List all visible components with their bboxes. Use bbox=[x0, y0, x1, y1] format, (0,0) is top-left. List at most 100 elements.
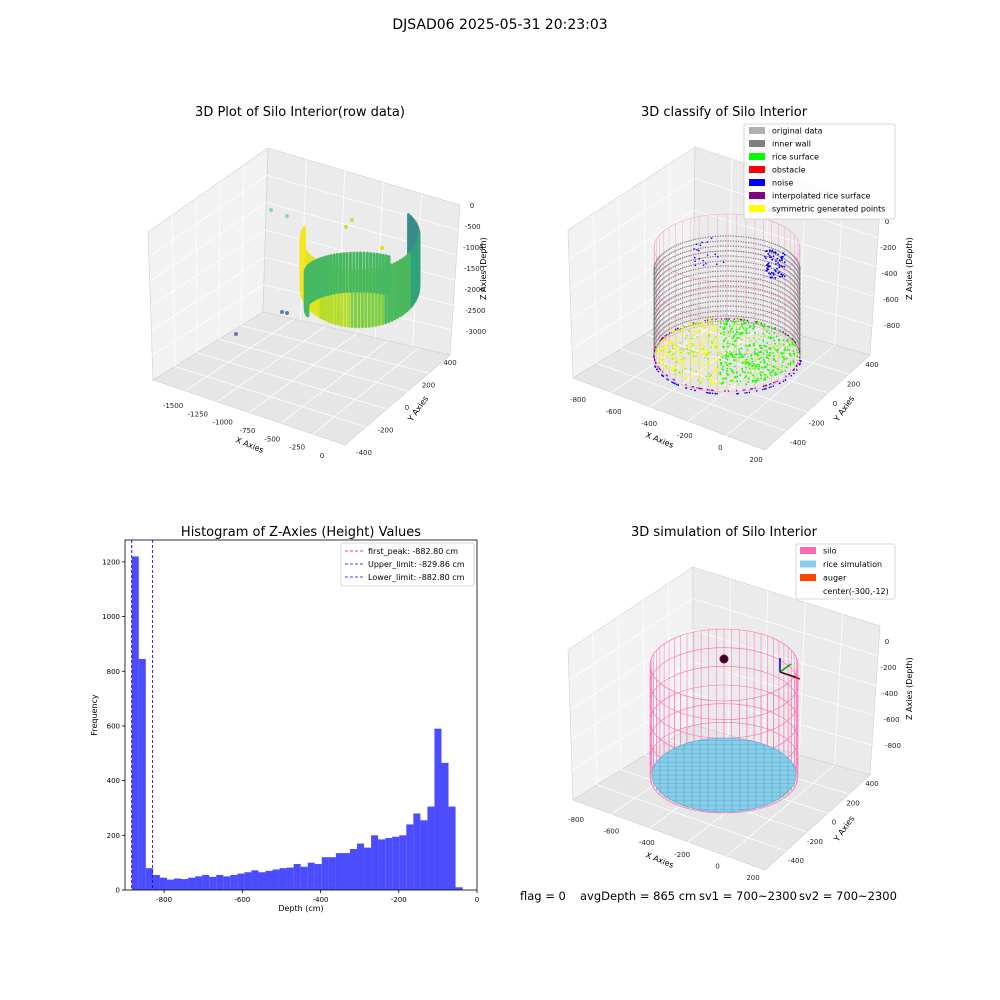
rice-surface-point bbox=[692, 363, 694, 366]
inner-wall-point bbox=[781, 287, 784, 289]
inner-wall-point bbox=[654, 318, 656, 320]
inner-wall-point bbox=[681, 252, 684, 254]
raw-x-tick-label: 0 bbox=[320, 452, 324, 460]
inner-wall-point bbox=[707, 286, 709, 288]
inner-wall-point bbox=[653, 345, 656, 348]
inner-wall-point bbox=[658, 326, 661, 328]
inner-wall-point bbox=[704, 301, 707, 304]
inner-wall-point bbox=[688, 260, 690, 262]
inner-wall-point bbox=[778, 255, 780, 257]
inner-wall-point bbox=[654, 322, 657, 324]
inner-wall-point bbox=[674, 305, 676, 307]
rice-surface-point bbox=[747, 345, 750, 347]
inner-wall-point bbox=[672, 276, 674, 278]
inner-wall-point bbox=[669, 248, 671, 250]
panel-raw-title: 3D Plot of Silo Interior(row data) bbox=[195, 105, 405, 120]
rice-surface-point bbox=[731, 320, 734, 323]
rice-surface-point bbox=[704, 357, 706, 359]
interpolated-rice-point bbox=[751, 388, 754, 390]
inner-wall-point bbox=[759, 249, 762, 251]
rice-surface-point bbox=[700, 379, 702, 382]
rice-surface-point bbox=[747, 356, 750, 359]
inner-wall-point bbox=[670, 297, 673, 299]
inner-wall-point bbox=[654, 263, 656, 265]
inner-wall-point bbox=[690, 274, 692, 277]
inner-wall-point bbox=[684, 256, 686, 258]
inner-wall-point bbox=[669, 318, 671, 320]
inner-wall-point bbox=[674, 275, 676, 277]
rice-surface-point bbox=[689, 326, 692, 328]
inner-wall-point bbox=[766, 245, 768, 248]
raw-outlier-point bbox=[269, 208, 273, 212]
rice-surface-point bbox=[789, 364, 792, 366]
inner-wall-point bbox=[793, 266, 796, 268]
inner-wall-point bbox=[798, 295, 801, 298]
gridline bbox=[726, 344, 835, 436]
rice-surface-point bbox=[694, 344, 697, 346]
rice-surface-point bbox=[751, 358, 753, 360]
inner-wall-point bbox=[755, 278, 757, 280]
inner-wall-point bbox=[774, 278, 776, 281]
rice-surface-point bbox=[768, 360, 771, 363]
rice-surface-point bbox=[779, 347, 781, 349]
inner-wall-point bbox=[799, 288, 801, 290]
inner-wall-point bbox=[764, 245, 766, 247]
rice-surface-point bbox=[761, 347, 763, 350]
rice-surface-point bbox=[767, 336, 770, 339]
inner-wall-point bbox=[669, 253, 671, 255]
classify-legend-label: rice surface bbox=[772, 153, 819, 162]
inner-wall-point bbox=[786, 290, 788, 292]
inner-wall-point bbox=[686, 265, 688, 268]
inner-wall-point bbox=[794, 292, 797, 294]
noise-point bbox=[767, 268, 770, 271]
noise-point bbox=[764, 255, 766, 258]
rice-surface-point bbox=[716, 365, 719, 368]
inner-wall-point bbox=[669, 273, 671, 275]
rice-surface-point bbox=[682, 365, 685, 367]
inner-wall-point bbox=[727, 300, 729, 302]
rice-surface-point bbox=[687, 361, 690, 364]
noise-point bbox=[671, 381, 673, 383]
inner-wall-point bbox=[681, 267, 684, 269]
histogram-x-tick-label: 0 bbox=[475, 896, 479, 904]
rice-surface-point bbox=[729, 332, 731, 335]
inner-wall-point bbox=[722, 250, 724, 252]
simulation-legend-label: rice simulation bbox=[823, 560, 882, 569]
rice-surface-point bbox=[739, 374, 741, 377]
rice-surface-point bbox=[773, 347, 775, 349]
rice-surface-point bbox=[707, 347, 710, 350]
inner-wall-point bbox=[790, 308, 792, 310]
rice-surface-point bbox=[695, 355, 697, 358]
rice-surface-point bbox=[745, 331, 747, 334]
inner-wall-point bbox=[653, 303, 655, 305]
inner-wall-point bbox=[679, 258, 682, 260]
noise-point bbox=[772, 272, 775, 274]
inner-wall-point bbox=[653, 344, 655, 346]
inner-wall-point bbox=[688, 315, 690, 317]
inner-wall-point bbox=[695, 303, 697, 305]
inner-wall-point bbox=[654, 338, 656, 340]
rice-surface-point bbox=[710, 346, 712, 349]
rice-surface-point bbox=[752, 327, 754, 330]
rice-surface-point bbox=[679, 367, 681, 370]
inner-wall-point bbox=[702, 297, 704, 299]
inner-wall-point bbox=[776, 294, 778, 296]
inner-wall-point bbox=[662, 328, 664, 330]
rice-surface-point bbox=[787, 363, 790, 366]
rice-surface-point bbox=[762, 325, 765, 328]
rice-surface-point bbox=[699, 348, 701, 350]
inner-wall-point bbox=[653, 298, 655, 300]
inner-wall-point bbox=[653, 304, 655, 306]
inner-wall-point bbox=[659, 335, 662, 337]
inner-wall-point bbox=[657, 283, 659, 286]
rice-surface-point bbox=[727, 365, 730, 367]
rice-surface-point bbox=[662, 362, 665, 364]
histogram-legend-label: Lower_limit: -882.80 cm bbox=[368, 573, 465, 582]
inner-wall-point bbox=[730, 275, 732, 277]
interpolated-rice-point bbox=[661, 338, 663, 340]
inner-wall-point bbox=[653, 275, 656, 278]
histogram-bar bbox=[300, 866, 308, 890]
inner-wall-point bbox=[653, 324, 655, 326]
